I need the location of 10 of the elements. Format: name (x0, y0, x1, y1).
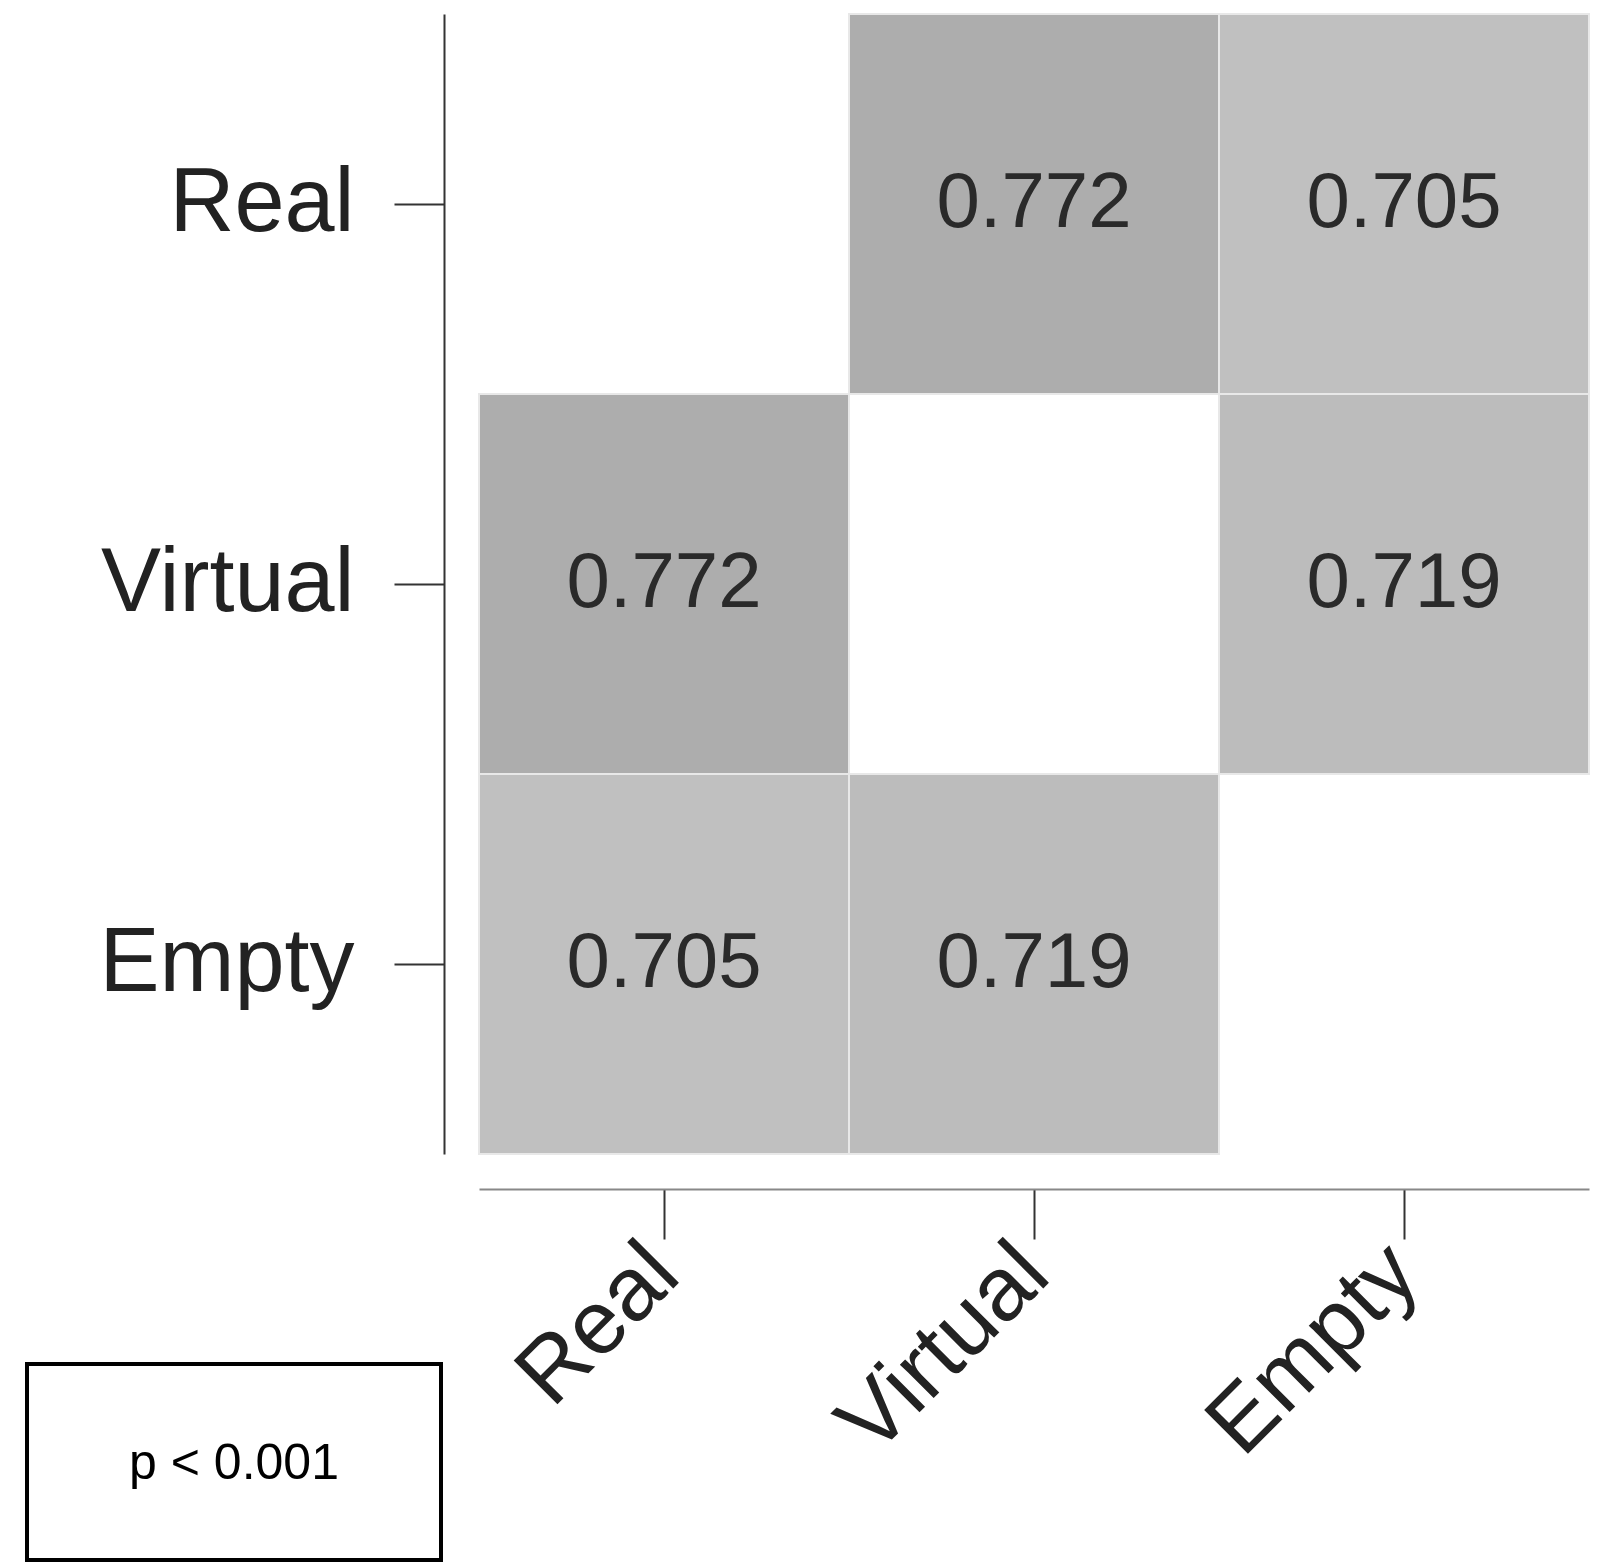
data-label: 0.772 (936, 156, 1132, 244)
data-label: 0.719 (1306, 536, 1502, 624)
y-tick-label: Real (169, 150, 355, 250)
y-tick-label: Virtual (101, 530, 355, 630)
text: p < 0.001 (25, 1362, 443, 1562)
y-tick-label: Empty (99, 910, 355, 1010)
data-label: 0.719 (936, 916, 1132, 1004)
data-label: 0.705 (1306, 156, 1502, 244)
data-label: 0.772 (566, 536, 762, 624)
data-label: 0.705 (566, 916, 762, 1004)
